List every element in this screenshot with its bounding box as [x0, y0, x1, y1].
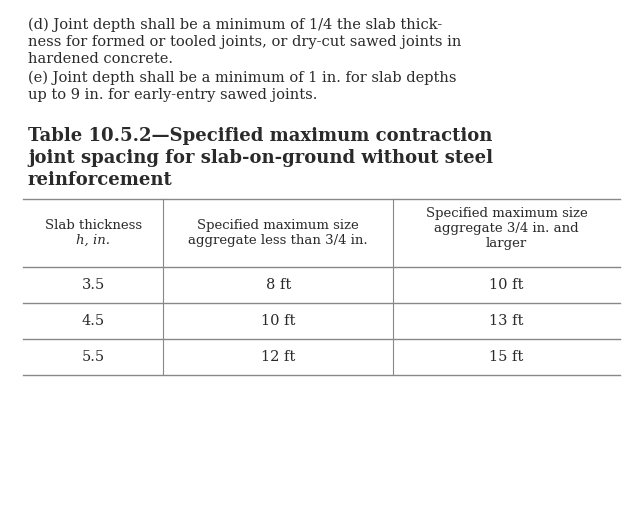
Text: Specified maximum size: Specified maximum size — [425, 207, 587, 220]
Text: up to 9 in. for early-entry sawed joints.: up to 9 in. for early-entry sawed joints… — [28, 88, 318, 102]
Text: aggregate less than 3/4 in.: aggregate less than 3/4 in. — [189, 234, 368, 247]
Text: reinforcement: reinforcement — [28, 171, 173, 189]
Text: aggregate 3/4 in. and: aggregate 3/4 in. and — [434, 222, 579, 235]
Text: joint spacing for slab-on-ground without steel: joint spacing for slab-on-ground without… — [28, 149, 493, 167]
Text: larger: larger — [486, 237, 527, 250]
Text: (d) Joint depth shall be a minimum of 1/4 the slab thick-: (d) Joint depth shall be a minimum of 1/… — [28, 18, 442, 32]
Text: 4.5: 4.5 — [81, 314, 105, 328]
Text: 8 ft: 8 ft — [265, 278, 291, 292]
Text: 10 ft: 10 ft — [261, 314, 295, 328]
Text: h, in.: h, in. — [76, 234, 110, 247]
Text: Slab thickness: Slab thickness — [44, 219, 142, 232]
Text: (e) Joint depth shall be a minimum of 1 in. for slab depths: (e) Joint depth shall be a minimum of 1 … — [28, 71, 457, 86]
Text: 13 ft: 13 ft — [490, 314, 524, 328]
Text: 5.5: 5.5 — [81, 350, 105, 364]
Text: 3.5: 3.5 — [81, 278, 105, 292]
Text: 12 ft: 12 ft — [261, 350, 295, 364]
Text: hardened concrete.: hardened concrete. — [28, 52, 173, 66]
Text: Specified maximum size: Specified maximum size — [197, 219, 359, 232]
Text: Table 10.5.2—Specified maximum contraction: Table 10.5.2—Specified maximum contracti… — [28, 127, 492, 145]
Text: 15 ft: 15 ft — [490, 350, 524, 364]
Text: 10 ft: 10 ft — [490, 278, 524, 292]
Text: ness for formed or tooled joints, or dry-cut sawed joints in: ness for formed or tooled joints, or dry… — [28, 35, 462, 49]
